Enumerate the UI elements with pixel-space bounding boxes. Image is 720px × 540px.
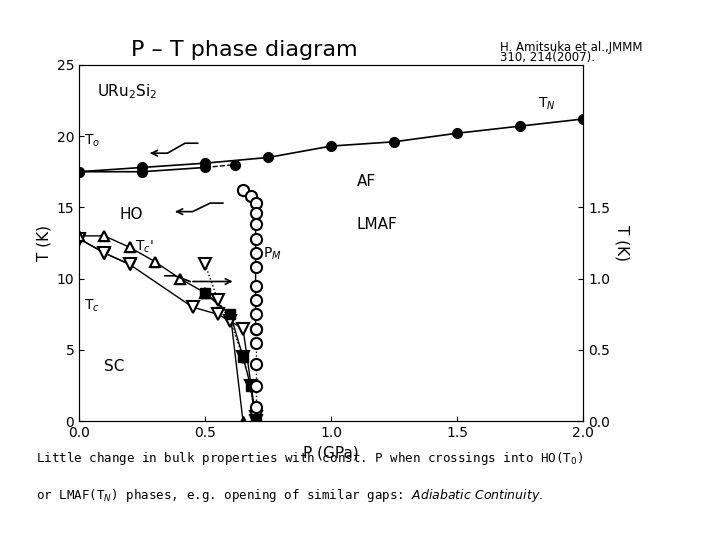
Text: H. Amitsuka et al.,JMMM: H. Amitsuka et al.,JMMM: [500, 40, 643, 53]
Text: URu$_2$Si$_2$: URu$_2$Si$_2$: [97, 82, 157, 101]
Text: T$_c$': T$_c$': [135, 238, 153, 254]
Text: or LMAF(T$_N$) phases, e.g. opening of similar gaps: $\it{Adiabatic\ Continuity}: or LMAF(T$_N$) phases, e.g. opening of s…: [36, 488, 543, 504]
Text: P$_M$: P$_M$: [264, 245, 282, 262]
Y-axis label: T (K): T (K): [36, 225, 51, 261]
Text: AF: AF: [356, 174, 376, 189]
Text: T$_N$: T$_N$: [538, 96, 556, 112]
Text: T$_c$: T$_c$: [84, 298, 100, 314]
Y-axis label: T (K): T (K): [614, 225, 629, 261]
Text: Little change in bulk properties with const. P when crossings into HO(T$_0$): Little change in bulk properties with co…: [36, 450, 583, 467]
Text: P – T phase diagram: P – T phase diagram: [132, 40, 358, 60]
Text: SC: SC: [104, 359, 125, 374]
X-axis label: P (GPa): P (GPa): [303, 446, 359, 461]
Text: T$_o$: T$_o$: [84, 133, 100, 149]
Text: 310, 214(2007).: 310, 214(2007).: [500, 51, 595, 64]
Text: HO: HO: [120, 207, 143, 222]
Text: LMAF: LMAF: [356, 217, 397, 232]
